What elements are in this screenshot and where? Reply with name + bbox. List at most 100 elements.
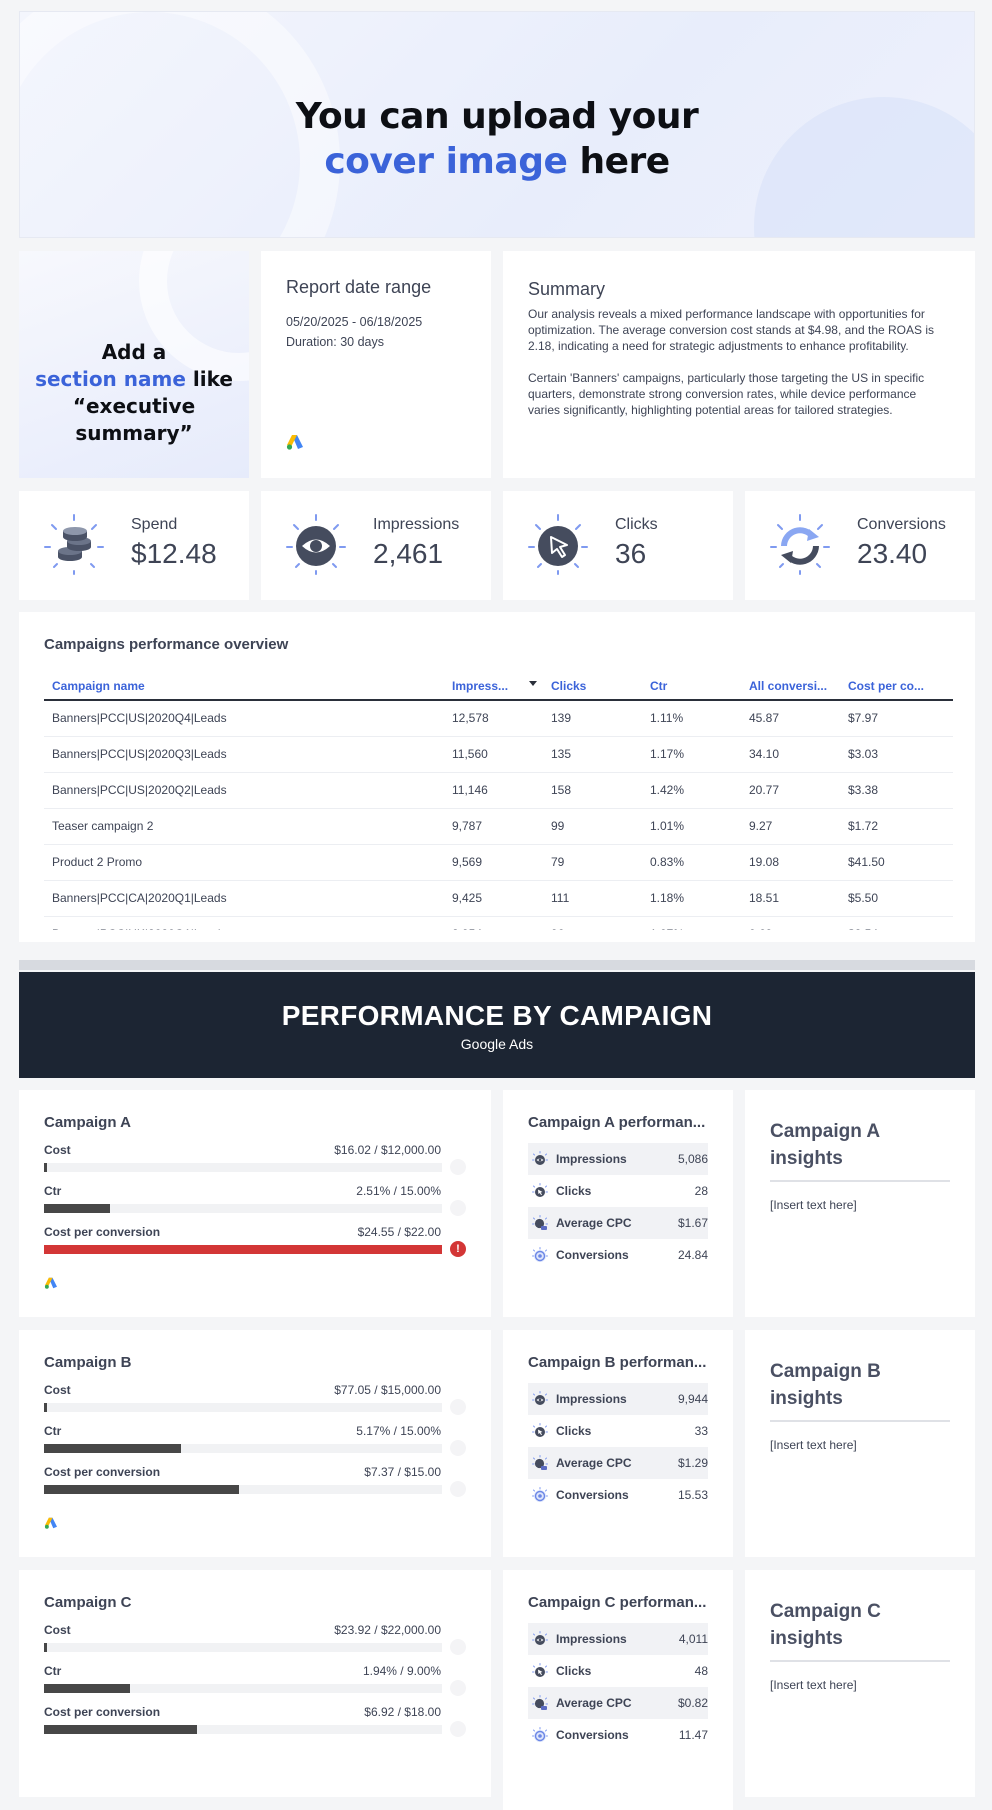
section-name-text: Add a section name like “executive summa… [35,340,233,445]
eye-icon [286,514,346,575]
metric-value: $23.92 / $22,000.00 [334,1623,441,1637]
performance-label: Clicks [556,1664,592,1678]
table-cell: 1.17% [642,736,741,773]
progress-fill [44,1485,240,1494]
metric-label: Ctr [44,1184,62,1198]
table-cell: 158 [543,772,642,809]
table-cell: 12,578 [444,700,543,737]
table-row[interactable]: Banners|PCC|CA|2020Q1|Leads 9,425 111 1.18%… [44,880,953,917]
status-dot [450,1399,466,1415]
insights-text[interactable]: [Insert text here] [770,1438,857,1452]
progress-fill [44,1245,442,1254]
progress-track [44,1680,466,1696]
column-header-ctr[interactable]: Ctr [642,671,741,701]
table-cell: 11,146 [444,772,543,809]
alert-icon[interactable]: ! [450,1241,466,1257]
campaign-c-insights-card[interactable]: Campaign C insights [Insert text here] [745,1570,975,1797]
insights-title: Campaign C insights [770,1598,950,1662]
insights-title: Campaign B insights [770,1358,950,1422]
performance-label: Impressions [556,1392,627,1406]
table-cell: 18.51 [741,880,840,917]
performance-label: Conversions [556,1488,629,1502]
performance-value: $1.67 [677,1216,708,1230]
status-dot [450,1680,466,1696]
table-cell: Banners|PCC|US|2020Q3|Leads [44,736,444,773]
cover-image-placeholder[interactable]: You can upload your cover image here [19,11,975,238]
performance-value: 4,011 [678,1632,708,1646]
table-cell: 9,787 [444,808,543,845]
coin-cursor-icon [532,1695,548,1710]
table-row[interactable]: Teaser campaign 2 9,787 99 1.01% 9.27 $1.72 [44,808,953,845]
insights-text[interactable]: [Insert text here] [770,1678,857,1692]
status-dot [450,1481,466,1497]
insights-text[interactable]: [Insert text here] [770,1198,857,1212]
performance-value: 24.84 [677,1248,708,1262]
table-cell: 9,425 [444,880,543,917]
date-range-title: Report date range [286,277,432,297]
google-ads-logo-icon [44,1277,57,1289]
campaign-title: Campaign C [44,1594,132,1611]
kpi-value: 2,461 [373,538,444,569]
progress-fill [44,1403,47,1412]
performance-value: 11.47 [678,1728,708,1742]
table-cell: Banners|PCC|CA|2020Q1|Leads [44,880,444,917]
metric-value: $16.02 / $12,000.00 [334,1143,441,1157]
kpi-value: 36 [615,538,647,569]
performance-row: Conversions 11.47 [528,1719,708,1751]
campaign-b-insights-card[interactable]: Campaign B insights [Insert text here] [745,1330,975,1557]
sort-desc-icon[interactable] [529,681,537,686]
table-cell: 79 [543,844,642,881]
progress-fill [44,1643,47,1652]
target-icon [532,1727,548,1742]
kpi-impressions-card: Impressions 2,461 [261,491,491,600]
section-name-placeholder[interactable]: Add a section name like “executive summa… [19,251,249,478]
table-row[interactable]: Product 2 Promo 9,569 79 0.83% 19.08 $41.50 [44,844,953,881]
campaign-title: Campaign B [44,1354,132,1371]
table-cell: Teaser campaign 2 [44,808,444,845]
performance-row: Average CPC $1.67 [528,1207,708,1239]
column-header-campaign-name[interactable]: Campaign name [44,671,444,701]
progress-track [44,1440,466,1456]
goal-metric: Cost $16.02 / $12,000.00 [44,1143,466,1175]
performance-row: Conversions 24.84 [528,1239,708,1271]
google-ads-logo-icon [44,1517,57,1529]
table-row[interactable]: Banners|PCC|US|2020Q2|Leads 11,146 158 1.42… [44,772,953,809]
performance-row: Impressions 4,011 [528,1623,708,1655]
table-cell: 9,569 [444,844,543,881]
cursor-click-icon [532,1423,548,1437]
kpi-conversions-card: Conversions 23.40 [745,491,975,600]
column-header-all-conversions[interactable]: All conversi... [741,671,840,701]
date-range-value: 05/20/2025 - 06/18/2025 [286,315,423,329]
performance-row: Clicks 48 [528,1655,708,1687]
performance-title: Campaign A performan... [528,1114,706,1131]
performance-label: Impressions [556,1152,627,1166]
coin-cursor-icon [532,1455,548,1470]
campaign-a-insights-card[interactable]: Campaign A insights [Insert text here] [745,1090,975,1317]
performance-row: Clicks 33 [528,1415,708,1447]
cursor-click-icon [532,1183,548,1197]
column-header-cost-per-conversion[interactable]: Cost per co... [840,671,953,701]
column-header-clicks[interactable]: Clicks [543,671,642,701]
table-cell: $41.50 [840,844,953,881]
status-dot [450,1440,466,1456]
campaign-title: Campaign A [44,1114,131,1131]
campaigns-performance-table-card: Campaigns performance overview Campaign … [19,612,975,942]
table-row[interactable]: Banners|PCC|US|2020Q3|Leads 11,560 135 1.17… [44,736,953,773]
metric-label: Cost [44,1383,71,1397]
summary-paragraph-1: Our analysis reveals a mixed performance… [528,307,935,353]
metric-value: 2.51% / 15.00% [356,1184,441,1198]
campaign-c-metrics-card: Campaign C Cost $23.92 / $22,000.00 Ctr 1.94… [19,1570,491,1797]
metric-label: Cost per conversion [44,1225,161,1239]
table-cell: 0.83% [642,844,741,881]
report-date-range-card: Report date range 05/20/2025 - 06/18/202… [261,251,491,478]
performance-label: Conversions [556,1248,629,1262]
performance-value: $0.82 [677,1696,708,1710]
table-cell: $5.50 [840,880,953,917]
table-cell: 1.42% [642,772,741,809]
table-cell: 19.08 [741,844,840,881]
table-row[interactable]: Banners|PCC|US|2020Q4|Leads 12,578 139 1.11… [44,700,953,737]
kpi-label: Clicks [615,516,658,533]
duration-line: Duration: 30 days [286,335,384,349]
column-header-impressions[interactable]: Impress... [444,671,543,701]
table-cell: 1.11% [642,700,741,737]
